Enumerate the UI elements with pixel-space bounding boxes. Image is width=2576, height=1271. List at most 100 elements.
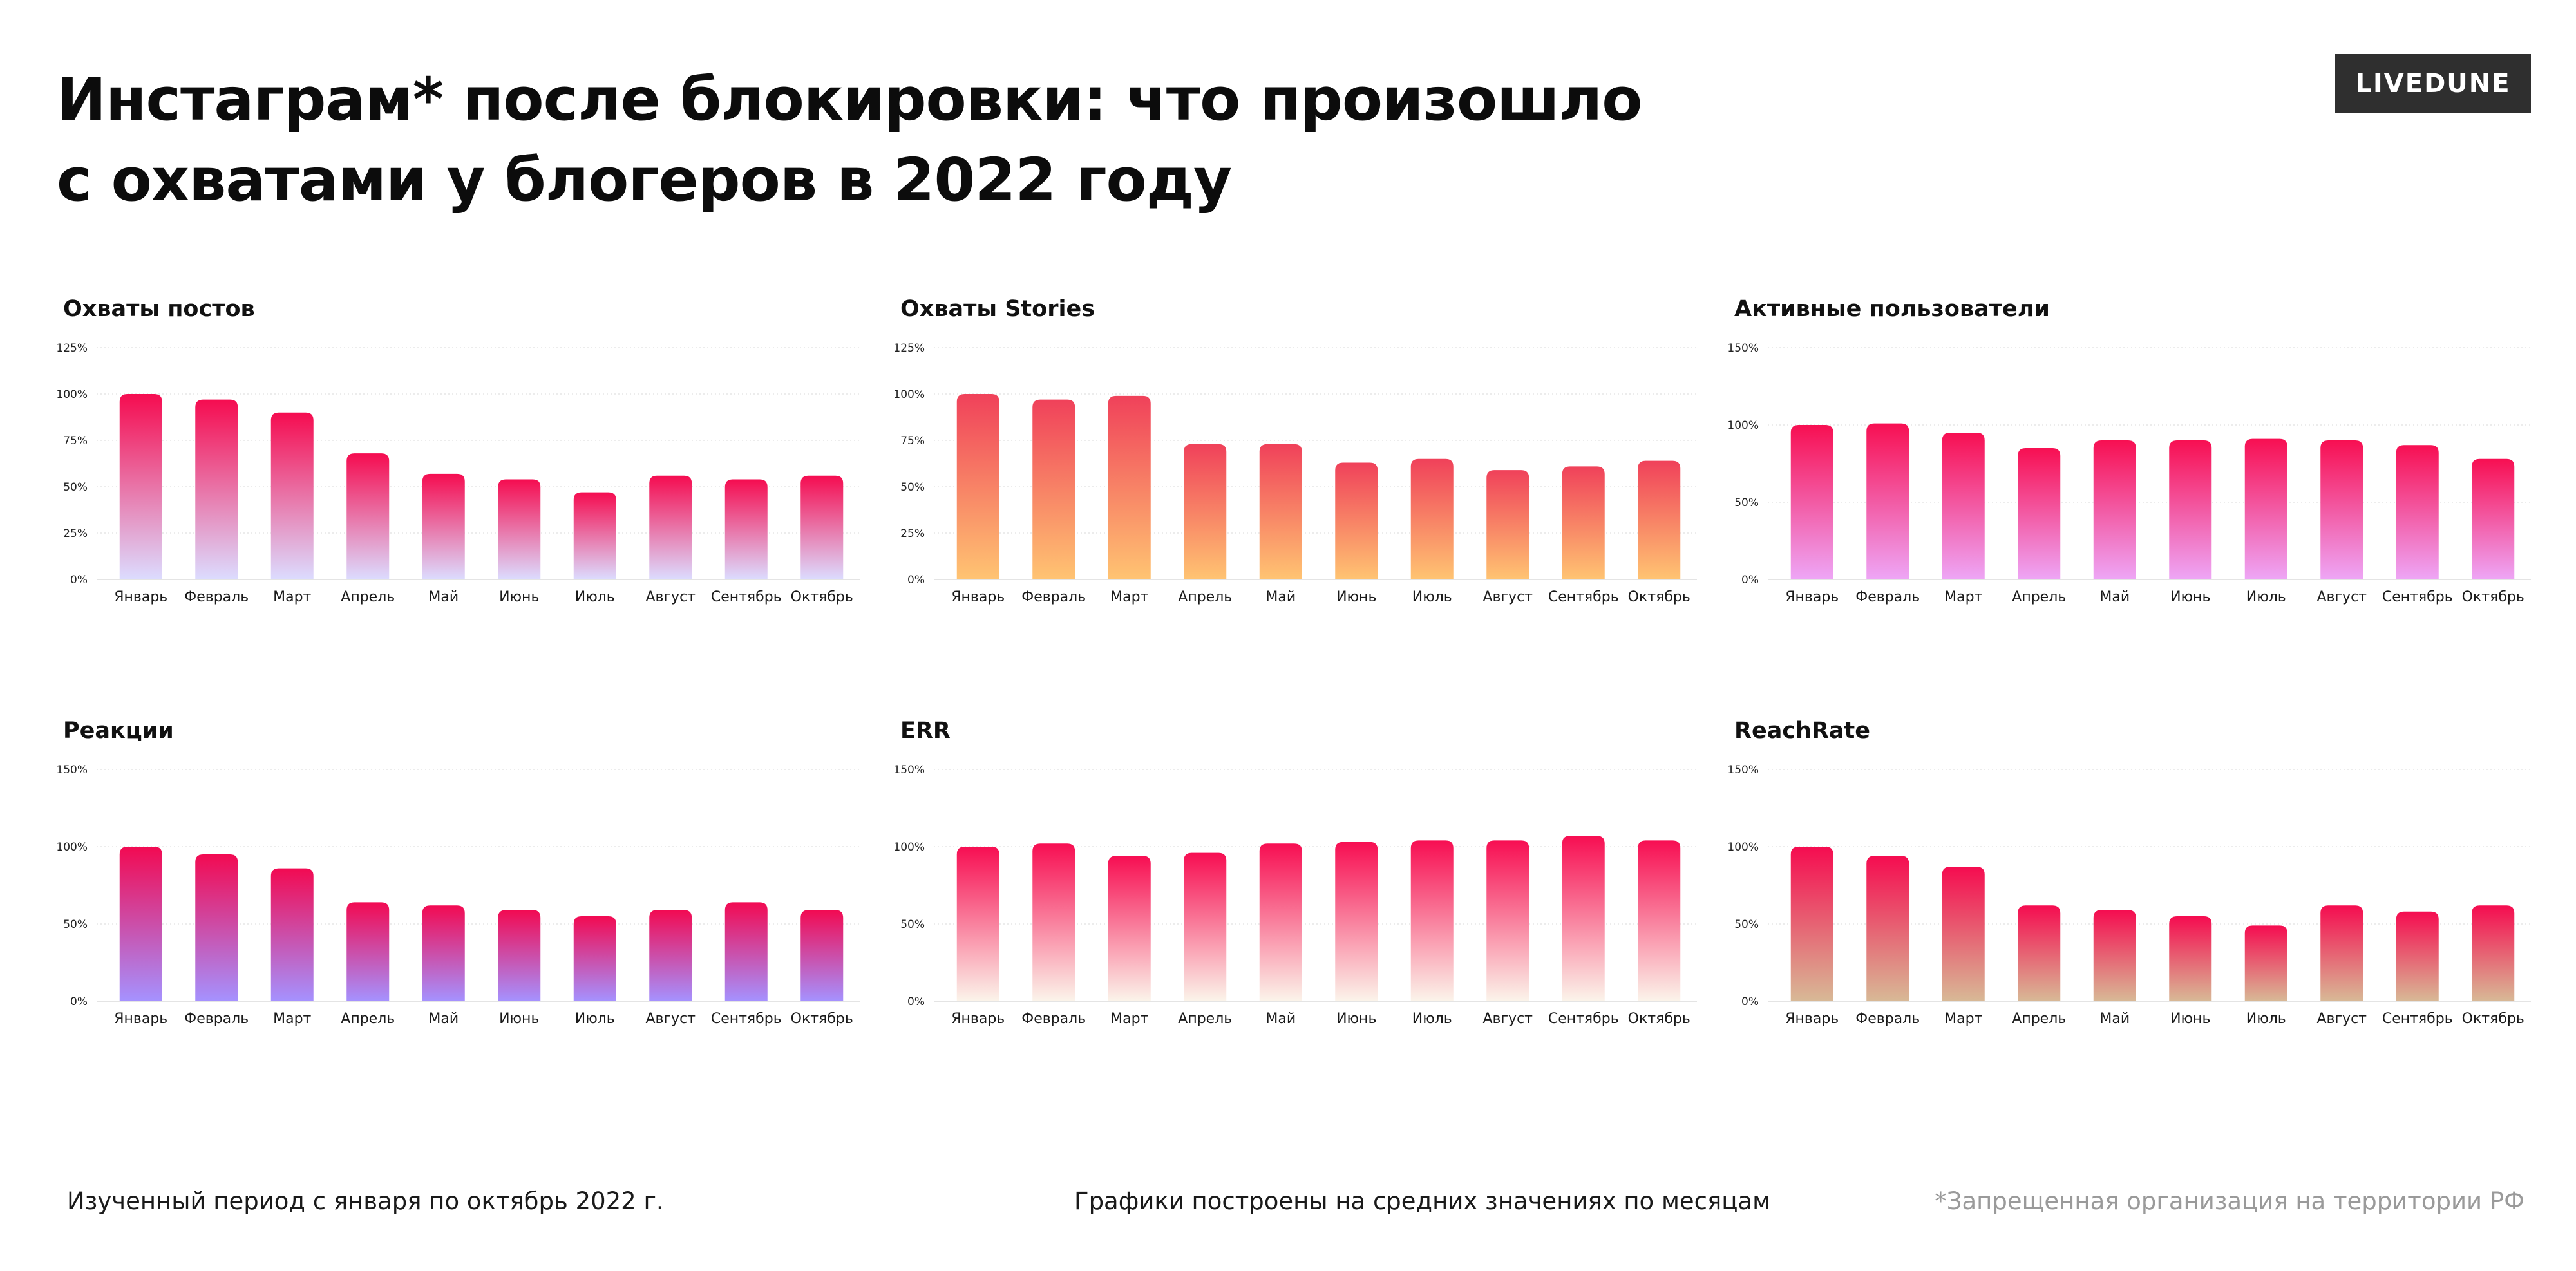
bar — [800, 475, 844, 579]
x-tick-label: Август — [645, 589, 696, 605]
bar — [1108, 395, 1151, 579]
x-tick-label: Апрель — [341, 589, 395, 605]
x-tick-label: Сентябрь — [1548, 1011, 1619, 1027]
bar — [1638, 460, 1681, 579]
bar — [649, 475, 692, 579]
y-tick-label: 50% — [63, 918, 88, 931]
bar — [2169, 916, 2212, 1001]
bar — [119, 394, 162, 579]
x-tick-label: Март — [273, 589, 311, 605]
y-tick-label: 50% — [900, 918, 925, 931]
y-tick-label: 100% — [56, 388, 88, 401]
bar — [1335, 462, 1378, 579]
chart-panel-err: ERR 0% 50% 100% 150% Январь Февраль Март Апрель… — [893, 718, 1700, 1104]
x-tick-label: Февраль — [1021, 589, 1086, 605]
x-tick-label: Июнь — [2170, 589, 2210, 605]
x-tick-label: Март — [1110, 589, 1148, 605]
x-tick-label: Май — [428, 1011, 459, 1027]
x-tick-label: Сентябрь — [2382, 1011, 2453, 1027]
bar-chart-post-reach: 0% 25% 50% 75% 100% 125% Январь Февраль Март Апре… — [56, 342, 860, 605]
bar — [1790, 847, 1833, 1001]
x-tick-label: Апрель — [2012, 589, 2066, 605]
bar — [1638, 840, 1681, 1001]
bar — [270, 412, 314, 579]
bar — [1184, 444, 1227, 579]
bar — [1942, 867, 1985, 1001]
bar — [2244, 438, 2287, 579]
bar — [2472, 458, 2515, 579]
bar — [1486, 840, 1530, 1001]
x-tick-label: Апрель — [2012, 1011, 2066, 1027]
bar — [422, 473, 465, 579]
y-tick-label: 125% — [893, 342, 925, 355]
bar-chart-active-users: 0% 50% 100% 150% Январь Февраль Март Апрель Май И… — [1727, 342, 2531, 605]
x-tick-label: Август — [645, 1011, 696, 1027]
y-tick-label: 150% — [893, 764, 925, 777]
page-title: Инстаграм* после блокировки: что произош… — [57, 59, 1642, 220]
footer-disclaimer: *Запрещенная организация на территории Р… — [1935, 1187, 2524, 1215]
x-tick-label: Январь — [114, 589, 167, 605]
chart-title: Активные пользователи — [1734, 296, 2050, 322]
bar — [1410, 840, 1454, 1001]
bar — [1184, 852, 1227, 1001]
bar — [956, 847, 999, 1001]
bar — [1562, 836, 1605, 1001]
y-tick-label: 150% — [1727, 342, 1759, 355]
bar — [1259, 444, 1302, 579]
x-tick-label: Январь — [1785, 1011, 1839, 1027]
y-tick-label: 0% — [907, 574, 925, 587]
bar — [1790, 425, 1833, 579]
y-tick-label: 50% — [63, 481, 88, 494]
x-tick-label: Март — [1944, 589, 1982, 605]
page-title-line-1: Инстаграм* после блокировки: что произош… — [57, 65, 1642, 134]
y-tick-label: 0% — [70, 574, 88, 587]
bar-chart-stories-reach: 0% 25% 50% 75% 100% 125% Январь Февраль Март Апре… — [893, 342, 1697, 605]
bar — [270, 868, 314, 1001]
bar — [1410, 458, 1454, 579]
bar — [1032, 399, 1075, 579]
y-tick-label: 100% — [1727, 841, 1759, 854]
x-tick-label: Июль — [575, 1011, 615, 1027]
x-tick-label: Январь — [951, 1011, 1005, 1027]
bar — [649, 910, 692, 1001]
bar — [956, 394, 999, 579]
bar — [346, 453, 390, 579]
x-tick-label: Май — [2099, 589, 2130, 605]
bar — [724, 902, 768, 1001]
bar — [1108, 856, 1151, 1001]
y-tick-label: 75% — [63, 435, 88, 447]
x-tick-label: Февраль — [184, 1011, 249, 1027]
bar — [1486, 470, 1530, 579]
chart-panel-reachrate: ReachRate 0% 50% 100% 150% Январь Февраль Март… — [1727, 718, 2534, 1104]
bar — [2018, 448, 2061, 579]
bar-chart-err: 0% 50% 100% 150% Январь Февраль Март Апрель Май И… — [893, 764, 1697, 1027]
chart-panel-active-users: Активные пользователи 0% 50% 100% 150% Январ… — [1727, 296, 2534, 683]
x-tick-label: Октябрь — [1628, 1011, 1690, 1027]
bar — [2472, 905, 2515, 1001]
bar — [1259, 843, 1302, 1001]
x-tick-label: Июль — [575, 589, 615, 605]
y-tick-label: 75% — [900, 435, 925, 447]
x-tick-label: Июль — [1412, 1011, 1452, 1027]
brand-logo[interactable]: LIVEDUNE — [2335, 54, 2531, 113]
bar — [498, 479, 541, 579]
y-tick-label: 0% — [70, 995, 88, 1008]
y-tick-label: 0% — [1741, 995, 1759, 1008]
bar — [195, 399, 238, 579]
bar — [724, 479, 768, 579]
x-tick-label: Июнь — [499, 589, 539, 605]
y-tick-label: 150% — [1727, 764, 1759, 777]
x-tick-label: Май — [1265, 1011, 1296, 1027]
x-tick-label: Июль — [2246, 1011, 2286, 1027]
y-tick-label: 100% — [1727, 419, 1759, 432]
bar — [498, 910, 541, 1001]
x-tick-label: Октябрь — [2462, 589, 2524, 605]
bar — [1866, 423, 1909, 579]
x-tick-label: Октябрь — [1628, 589, 1690, 605]
chart-title: Охваты постов — [63, 296, 255, 322]
bar — [2093, 440, 2136, 579]
x-tick-label: Февраль — [1021, 1011, 1086, 1027]
x-tick-label: Август — [2316, 1011, 2367, 1027]
bar — [2320, 440, 2363, 579]
bar — [573, 492, 616, 579]
